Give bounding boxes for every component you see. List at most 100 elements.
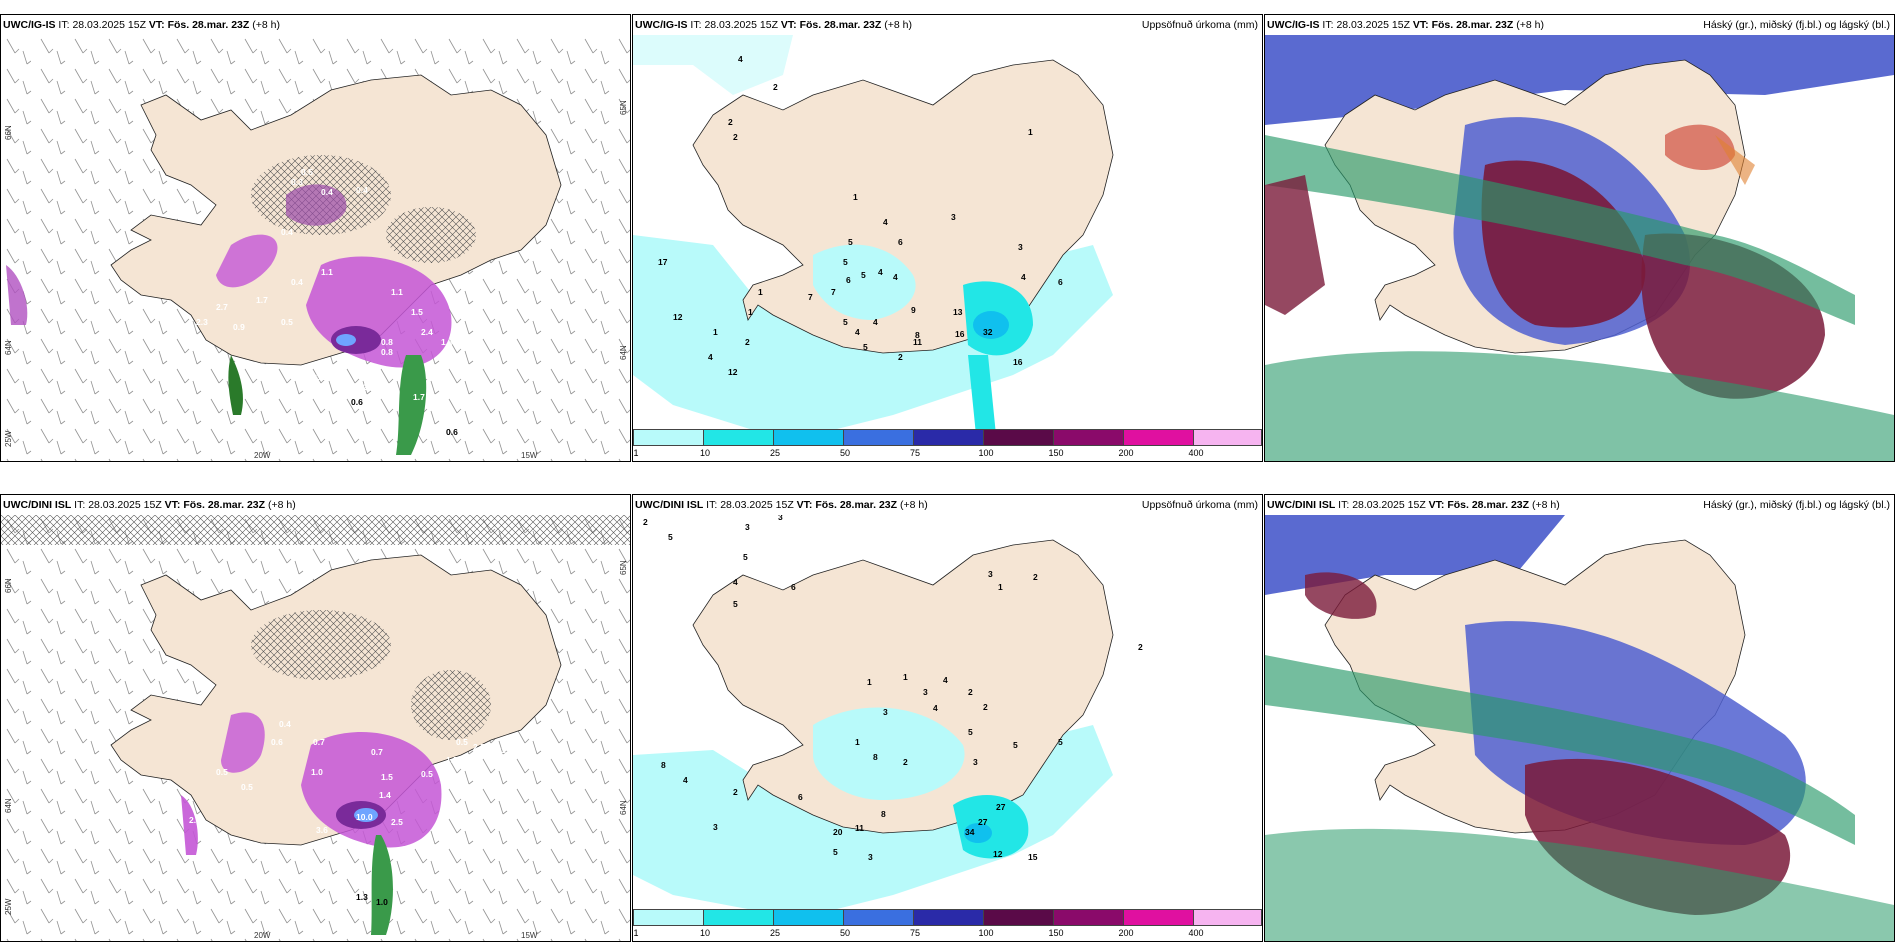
iceland-land [692,539,1114,834]
lat-label: 64N [4,798,13,813]
contour-value-label: 0.5 [281,317,293,327]
contour-value-label: 2 [1138,642,1143,652]
contour-value-label: 0.4 [291,277,303,287]
init-time: 28.03.2025 15Z [88,499,162,511]
colorbar-tick: 150 [1048,448,1064,458]
colorbar-tick: 50 [839,448,851,458]
contour-value-label: 6 [1058,277,1063,287]
contour-value-label: 3 [1018,242,1023,252]
lead-time: (+8 h) [899,499,928,511]
contour-value-label: 3 [923,687,928,697]
contour-value-label: 6 [846,275,851,285]
contour-value-label: 1.6 [29,57,41,67]
contour-value-label: 2 [745,337,750,347]
contour-value-label: 8 [915,330,920,340]
contour-value-label: 11 [855,823,864,833]
contour-value-label: 17 [658,257,668,267]
lon-label: 20W [254,931,271,940]
lat-label: 66N [4,578,13,593]
colorbar-swatch [843,909,913,926]
model-name: UWC/DINI ISL [635,499,704,511]
contour-value-label: 4 [855,327,860,337]
colorbar-swatch [1123,429,1193,446]
contour-value-label: 7 [808,292,813,302]
contour-value-label: 16 [955,329,965,339]
contour-value-label: 5 [668,532,673,542]
contour-value-label: 5 [843,257,848,267]
contour-value-label: 34 [965,827,975,837]
contour-value-label: 11 [913,337,922,347]
contour-value-label: 5 [743,552,748,562]
contour-value-label: 3 [988,569,993,579]
contour-value-label: 0.5 [241,782,253,792]
colorbar-swatch [703,429,773,446]
lat-label-east: 65N [619,560,628,575]
colorbar-swatch [1123,909,1193,926]
contour-value-label: 5 [833,847,838,857]
contour-value-label: 4 [878,267,883,277]
colorbar-tick: 200 [1118,448,1134,458]
contour-value-label: 2.5 [391,817,403,827]
contour-value-label: 5 [848,237,853,247]
contour-value-label: 2.9 [189,815,201,825]
precip-colorbar: 1 10 25 50 75 100 150 200 400 [633,429,1262,461]
field-title: Háský (gr.), miðský (fj.bl.) og lágský (… [1703,499,1890,511]
colorbar-tick: 25 [769,448,781,458]
contour-value-label: 8 [873,752,878,762]
contour-value-label: 0.8 [381,347,393,357]
colorbar-swatch [983,909,1053,926]
contour-value-label: 2.4 [421,327,433,337]
lon-label: 20W [254,451,271,460]
contour-value-label: 3 [868,852,873,862]
contour-value-label: 3.2 [316,372,328,382]
panel-dini-accum-precip: UWC/DINI ISL IT: 28.03.2025 15Z VT: Fös.… [632,494,1263,942]
colorbar-tick: 100 [978,448,994,458]
map-area [1265,35,1894,461]
init-time: 28.03.2025 15Z [1336,19,1410,31]
contour-value-label: 2 [733,132,738,142]
panel-igis-clouds: UWC/IG-IS IT: 28.03.2025 15Z VT: Fös. 28… [1264,14,1895,462]
contour-value-label: 2 [773,82,778,92]
contour-value-label: 0.4 [279,719,291,729]
panel-header: UWC/DINI ISL IT: 28.03.2025 15Z VT: Fös.… [633,495,1262,515]
contour-value-label: 5 [843,317,848,327]
lat-label-east: 64N [619,345,628,360]
panel-header: UWC/IG-IS IT: 28.03.2025 15Z VT: Fös. 28… [1,15,630,35]
colorbar-swatch [1053,909,1123,926]
colorbar-swatch [633,909,703,926]
contour-value-label: 15 [1028,852,1038,862]
contour-value-label: 10.0 [356,812,373,822]
panel-header: UWC/IG-IS IT: 28.03.2025 15Z VT: Fös. 28… [1265,15,1894,35]
contour-value-label: 1 [758,287,763,297]
contour-value-label: 0.4 [281,227,293,237]
colorbar-tick: 50 [839,928,851,938]
contour-value-label: 4 [873,317,878,327]
map-area: 4 2 2 2 1 17 12 1 2 1 1 4 12 1 4 6 5 5 6… [633,35,1262,461]
contour-value-label: 0.7 [371,747,383,757]
contour-value-label: 0.5 [421,769,433,779]
contour-value-label: 5 [1013,740,1018,750]
contour-value-label: 13 [953,307,963,317]
colorbar-tick: 400 [1188,448,1204,458]
colorbar-tick: 10 [699,928,711,938]
colorbar-tick: 75 [909,928,921,938]
valid-time: Fös. 28.mar. 23Z [815,499,898,511]
contour-value-label: 1 [867,677,872,687]
valid-time: Fös. 28.mar. 23Z [799,19,882,31]
contour-value-label: 32 [983,327,993,337]
contour-value-label: 0.8 [381,337,393,347]
contour-value-label: 3 [745,522,750,532]
contour-value-label: 20 [833,827,843,837]
contour-value-label: 1.1 [321,267,333,277]
contour-value-label: 0.6 [446,427,458,437]
contour-value-label: 4 [738,54,743,64]
colorbar-tick: 25 [769,928,781,938]
contour-value-label: 2.5 [319,392,331,402]
colorbar-swatch [1193,909,1262,926]
contour-value-label: 3.0 [386,397,398,407]
lon-label: 25W [4,430,13,447]
lat-label-east: 64N [619,800,628,815]
lead-time: (+8 h) [252,19,280,31]
contour-value-label: 5 [733,599,738,609]
model-name: UWC/DINI ISL [1267,499,1336,511]
